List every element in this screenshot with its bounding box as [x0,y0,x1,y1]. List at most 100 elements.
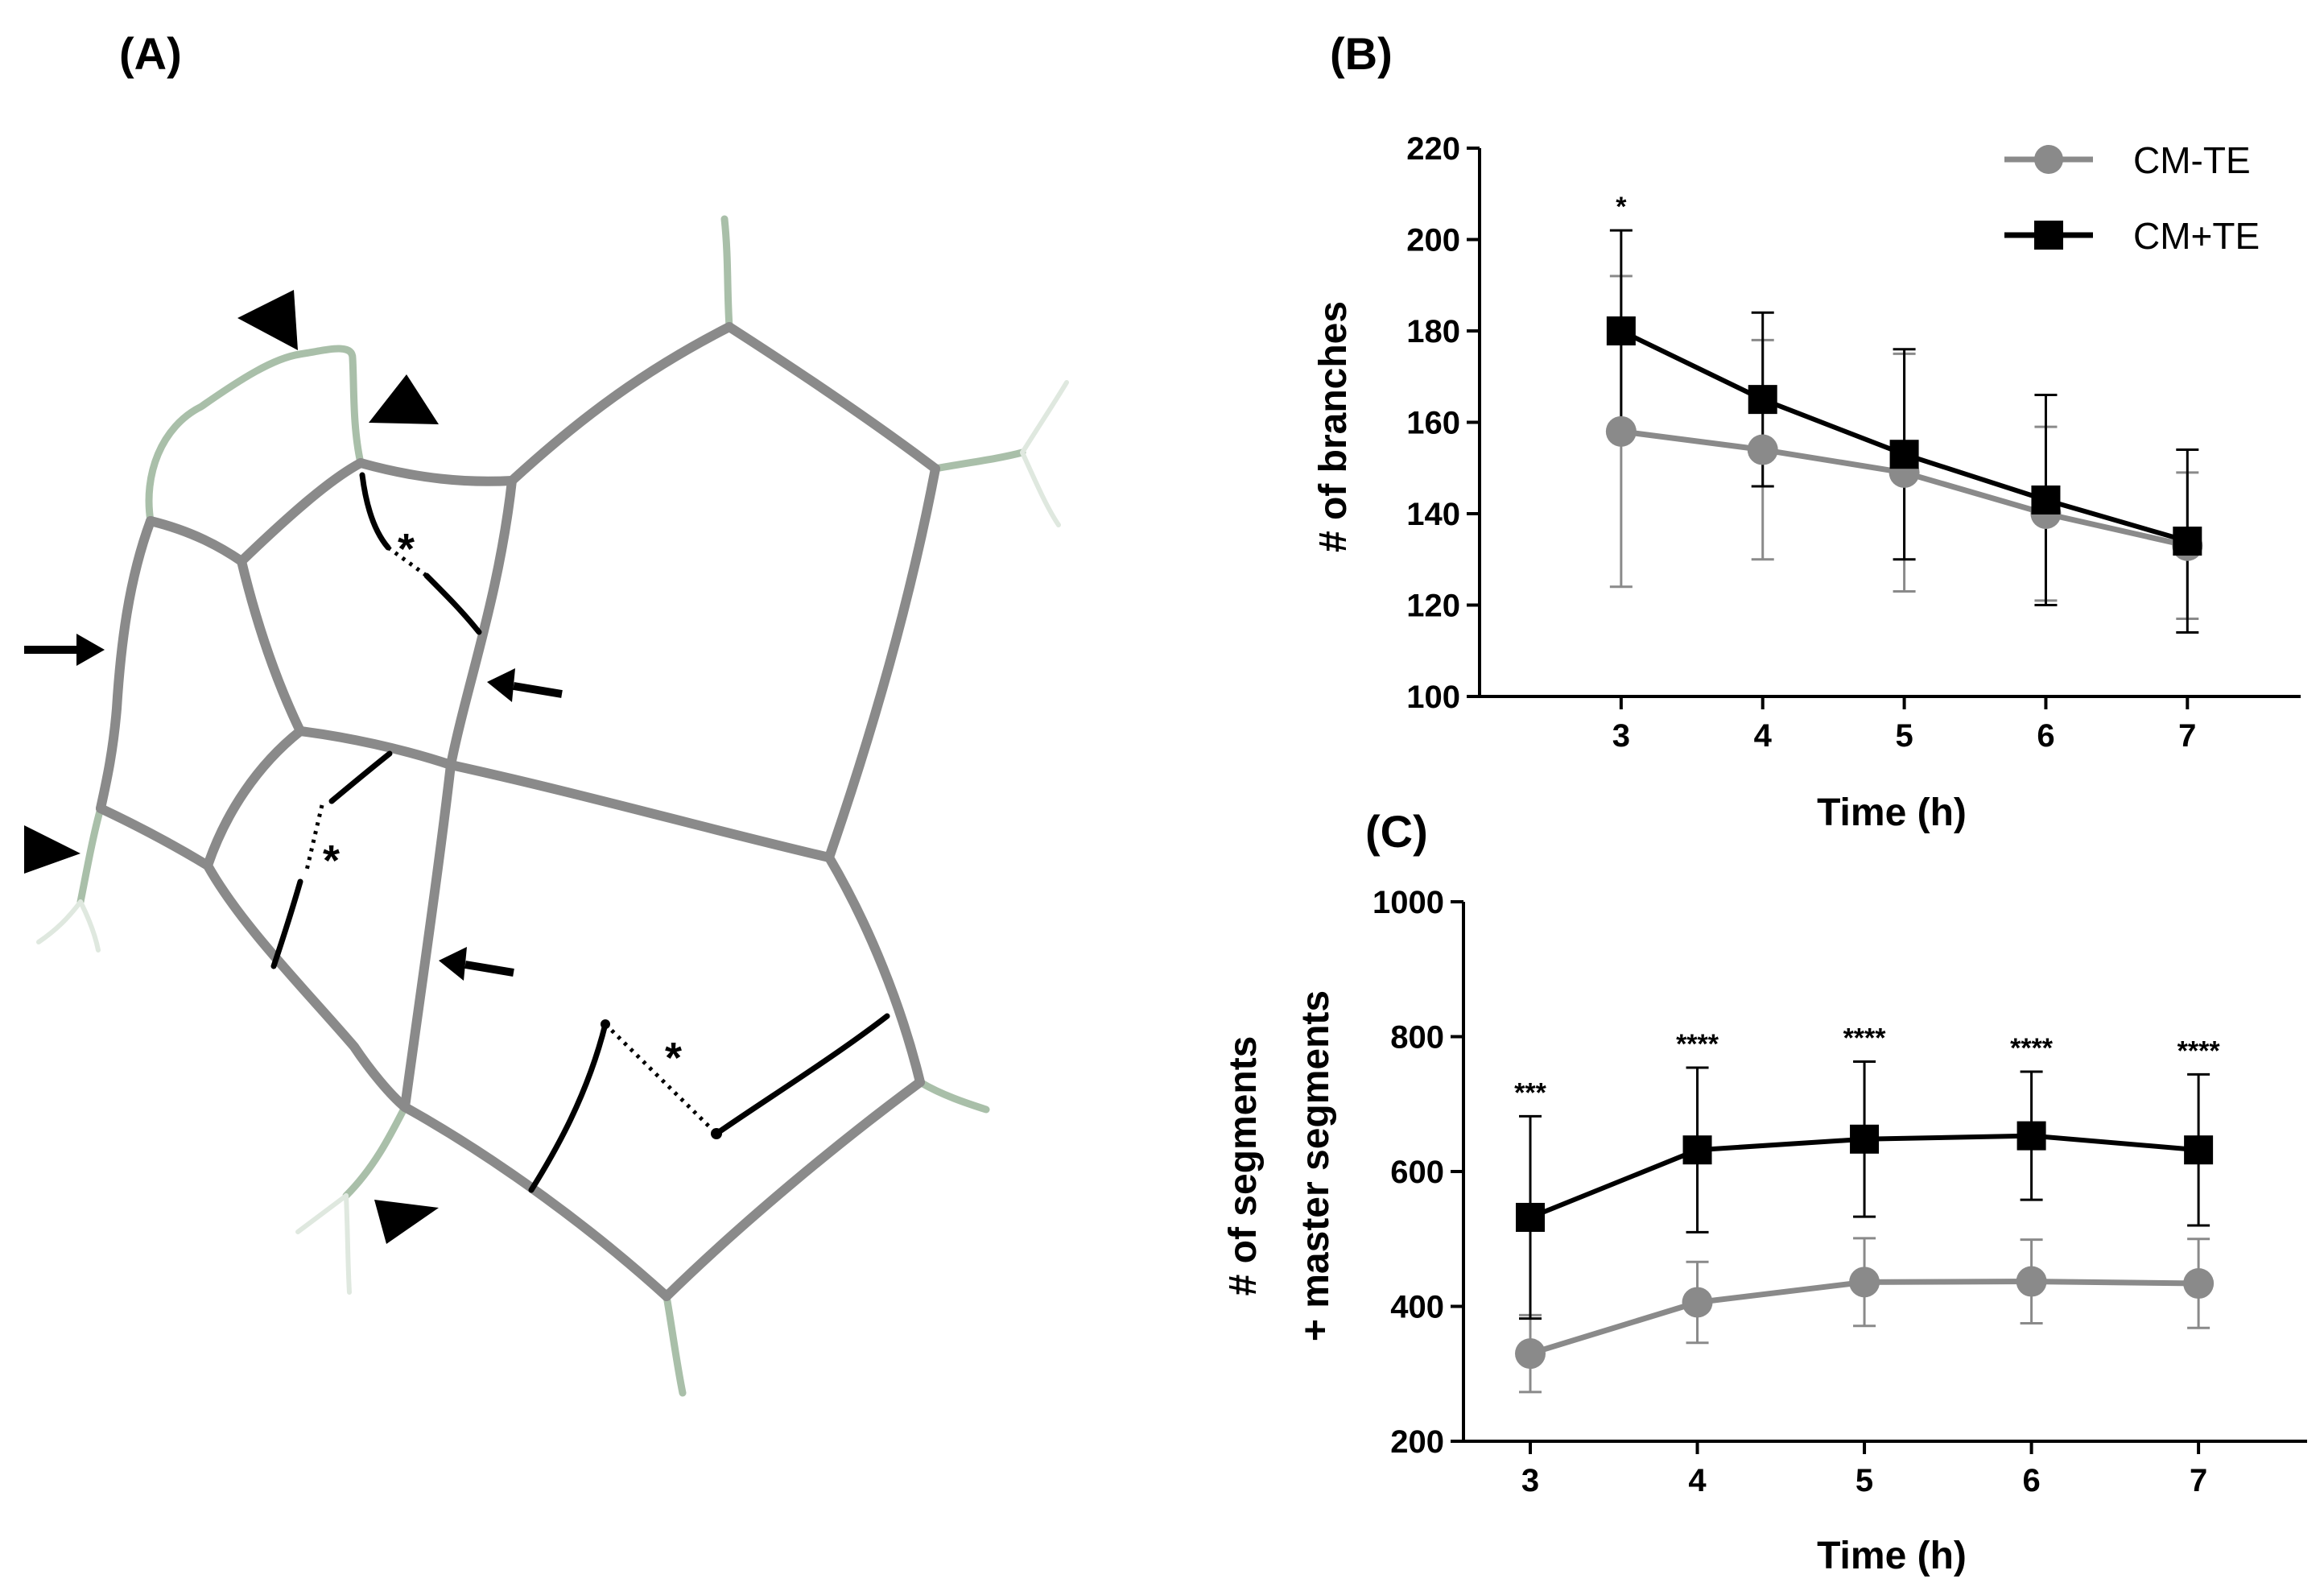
vessel [446,760,834,862]
chart-c-axes [1462,902,2307,1443]
arrow-icon [487,668,563,702]
chart-branches: 100 120 140 160 180 200 220 3 4 5 6 7 * Time (h) # … [1312,131,2301,834]
x-tick-label: 5 [1855,1463,1873,1498]
regressing-vessel [713,1013,890,1137]
vessel [146,516,246,566]
x-tick-label: 4 [1688,1463,1707,1498]
data-point-square [1748,385,1777,415]
regressing-vessel [328,750,393,804]
sprout-right-fork-a [1020,380,1069,455]
arrowhead-icon [237,290,298,350]
panel-label-b: (B) [1330,28,1393,79]
data-point-square [1889,440,1919,469]
significance-label: *** [1514,1077,1546,1108]
sprout-lower-left [342,1103,409,1200]
data-point-square [2184,1135,2214,1165]
legend-item-cm-te: CM-TE [2004,139,2251,181]
sprout-lower-right [916,1078,990,1114]
chart-b-ticks: 100 120 140 160 180 200 220 3 4 5 6 7 [1406,131,2196,754]
data-point-circle [2183,1268,2215,1300]
data-point-square [1516,1202,1546,1232]
significance-label: **** [1676,1029,1719,1060]
data-point-circle [1682,1287,1713,1318]
sprout-right [931,448,1026,473]
vessel [507,322,734,486]
significance-label: **** [2177,1035,2221,1066]
y-tick-label: 220 [1406,131,1460,167]
asterisk-marker: * [323,837,340,885]
y-tick-label: 800 [1390,1020,1444,1056]
vessel [824,853,925,1087]
data-point-circle [1605,415,1637,447]
vessel-network-diagram: * * * [24,215,1069,1397]
data-point-square [2031,485,2061,514]
regressing-vessel [270,878,303,969]
data-point-square [2173,527,2202,556]
y-tick-label: 600 [1390,1155,1444,1190]
sprout-right-fork-b [1020,450,1061,527]
sprout-lower-left-fork-b [344,1193,352,1295]
data-point-square [1682,1135,1712,1165]
vessel [400,760,456,1112]
chart-c-ylabel-line1: # of segments [1222,1036,1265,1296]
significance-label: **** [1843,1023,1887,1053]
x-tick-label: 7 [2190,1463,2207,1498]
vessel [203,861,410,1112]
sprout-lower-left-fork-a [295,1193,349,1234]
vessel-end-dot [711,1128,722,1139]
legend-label-cm-te: CM-TE [2133,139,2251,181]
sprout-left [76,804,105,906]
sprout-bottom [663,1292,687,1397]
vessel [237,458,365,566]
regressing-vessel [528,1021,609,1193]
arrowhead-icon [24,825,80,874]
y-tick-label: 1000 [1373,885,1444,920]
regressing-vessel [359,472,391,551]
x-tick-label: 7 [2178,718,2196,754]
legend-item-cm-plus-te: CM+TE [2004,215,2260,257]
vessel [295,726,456,770]
dotted-gap [604,1023,718,1135]
data-point-square [1606,316,1636,345]
sprouts [36,215,1069,1397]
vessel [237,556,305,736]
vessel [356,458,517,486]
asterisk-marker: * [665,1034,682,1082]
y-tick-label: 400 [1390,1290,1444,1325]
vessel [96,804,213,870]
x-tick-label: 6 [2022,1463,2040,1498]
arrow-icon [439,947,514,981]
y-tick-label: 120 [1406,589,1460,624]
x-tick-label: 5 [1895,718,1913,754]
x-tick-label: 4 [1754,718,1773,754]
data-point-circle [1849,1267,1880,1298]
significance-label: * [1616,192,1627,222]
significance-label: **** [2010,1033,2054,1064]
asterisk-marker: * [398,525,415,573]
data-point-circle [2016,1266,2047,1297]
chart-b-ylabel: # of branches [1312,301,1355,552]
vessel [446,476,517,770]
sprout-left-fork-b [78,899,101,953]
chart-b-significance: * [1616,192,1627,222]
y-tick-label: 200 [1406,223,1460,258]
sprout-loop [145,345,365,525]
y-tick-label: 180 [1406,314,1460,349]
vessel-end-dot [601,1019,610,1029]
regressing-vessel [423,572,482,635]
arrow-icon [24,634,105,666]
data-point-circle [1515,1338,1546,1370]
arrowhead-icon [374,1200,439,1244]
chart-c-significance: ******* **** **** **** [1514,1023,2220,1108]
vessel [662,1077,925,1301]
sprout-left-fork-a [36,899,83,944]
panel-label-a: (A) [119,28,182,79]
chart-b-error-bars [1609,229,2199,634]
arrowhead-icon [369,374,439,424]
chart-c-ticks: 200 400 600 800 1000 3 4 5 6 7 [1373,885,2207,1498]
data-point-circle [1747,434,1778,465]
y-tick-label: 200 [1390,1424,1444,1460]
chart-b-markers [1605,316,2203,561]
dotted-gap [303,804,324,874]
